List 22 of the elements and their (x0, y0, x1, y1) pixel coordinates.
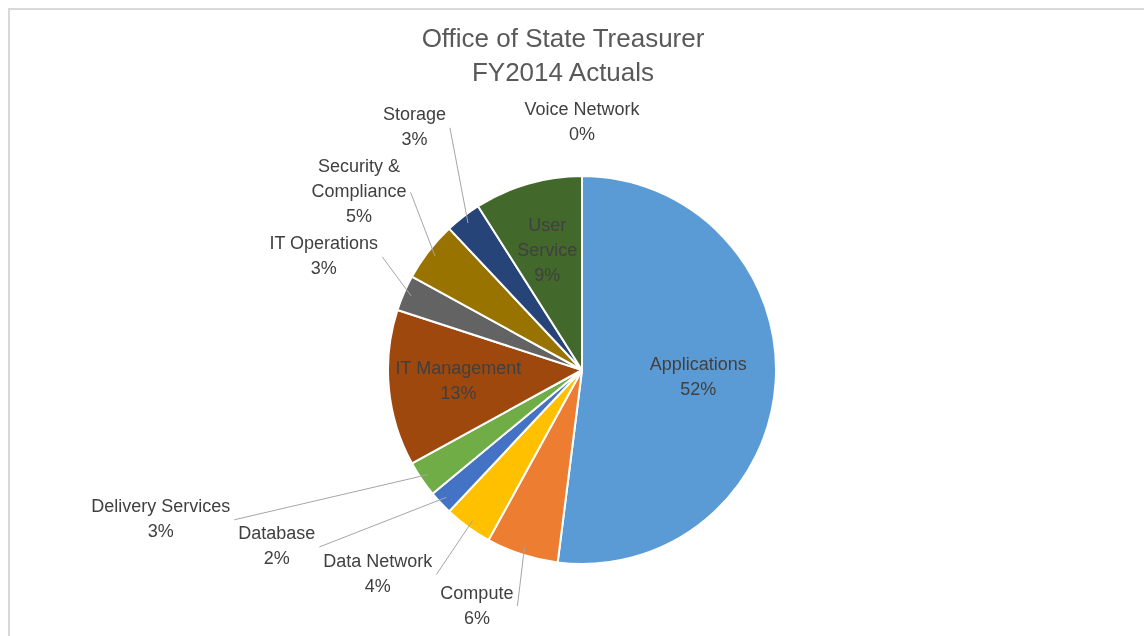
category-label: Voice Network (524, 99, 640, 120)
data-label: 13% (440, 383, 477, 404)
data-label: 3% (401, 129, 428, 150)
slice-label: Compute (440, 582, 514, 603)
chart-subtitle: FY2014 Actuals (471, 57, 655, 88)
slice-label: Data Network (323, 551, 434, 572)
data-label: 4% (364, 576, 391, 597)
slice-label: Delivery Services (91, 496, 231, 517)
data-label: 2% (263, 548, 290, 569)
data-label: 5% (346, 206, 373, 227)
chart-title: Office of State Treasurer (421, 23, 705, 54)
data-label: 6% (463, 607, 490, 628)
data-label: 52% (680, 378, 717, 399)
slice-label: Applications (649, 353, 747, 374)
slice-label: Security & Compliance (311, 156, 407, 202)
data-label: 3% (310, 258, 337, 279)
text: 0% (568, 124, 596, 145)
slice-label: IT Management (395, 358, 522, 379)
slice-label: Database (238, 523, 316, 544)
slice-label: IT Operations (269, 233, 379, 254)
slice-label: Storage (382, 104, 446, 125)
data-label: 3% (147, 521, 174, 542)
